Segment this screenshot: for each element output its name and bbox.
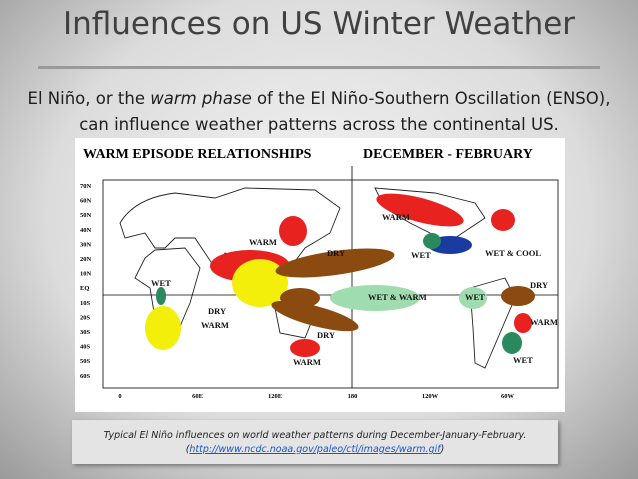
lat-label: 20N	[80, 256, 92, 263]
lon-label: 60W	[501, 393, 515, 400]
region-label: WET	[151, 278, 171, 288]
lon-label: 120W	[422, 393, 439, 400]
lat-label: 10N	[80, 271, 92, 278]
lat-label: 30S	[80, 329, 91, 336]
region-label: WET & COOL	[485, 248, 541, 258]
lon-label: 0	[118, 393, 121, 400]
intro: El Niño, or the warm phase of the El Niñ…	[20, 86, 618, 138]
lat-label: 60N	[80, 198, 92, 205]
lat-label: 40N	[80, 227, 92, 234]
lat-label: 40S	[80, 344, 91, 351]
lat-label: EQ	[80, 285, 89, 292]
source-link[interactable]: http://www.ncdc.noaa.gov/paleo/ctl/image…	[189, 444, 441, 455]
lat-label: 10S	[80, 300, 91, 307]
lat-label: 70N	[80, 183, 92, 190]
region-label: DRY	[317, 330, 335, 340]
lon-label: 120E	[268, 393, 282, 400]
map-frame	[102, 179, 559, 389]
lat-label: 20S	[80, 314, 91, 321]
lon-label: 180	[348, 393, 358, 400]
lon-label: 60E	[192, 393, 203, 400]
region-label: DRY	[327, 248, 345, 258]
caption: Typical El Niño influences on world weat…	[72, 420, 558, 464]
map-title: WARM EPISODE RELATIONSHIPS	[83, 147, 312, 162]
intro-text: of the El Niño-Southern Oscillation (ENS…	[79, 89, 611, 134]
slide-title: Influences on US Winter Weather	[62, 6, 576, 42]
region-label: WET	[513, 355, 533, 365]
caption-text: Typical El Niño influences on world weat…	[103, 430, 527, 441]
lat-label: 50N	[80, 212, 92, 219]
lat-label: 30N	[80, 241, 92, 248]
map-title: DECEMBER - FEBRUARY	[363, 147, 533, 162]
title-rule	[38, 66, 600, 69]
anomalies	[145, 193, 535, 357]
region-label: WARM	[382, 212, 410, 222]
region-label: WARM	[249, 237, 277, 247]
region-label: WET & WARM	[368, 292, 427, 302]
region-label: WET	[411, 250, 431, 260]
lat-label: 50S	[80, 358, 91, 365]
region-label: WARM	[530, 317, 558, 327]
map: WARM EPISODE RELATIONSHIPS DECEMBER - FE…	[75, 138, 565, 412]
intro-text: El Niño, or the	[27, 89, 151, 108]
intro-emphasis: warm phase	[150, 89, 252, 108]
region-label: DRY	[530, 280, 548, 290]
lat-label: 60S	[80, 373, 91, 380]
region-label: WARM	[293, 357, 321, 367]
region-label: WET	[465, 292, 485, 302]
region-label: WARM	[201, 320, 229, 330]
region-label: DRY	[208, 306, 226, 316]
